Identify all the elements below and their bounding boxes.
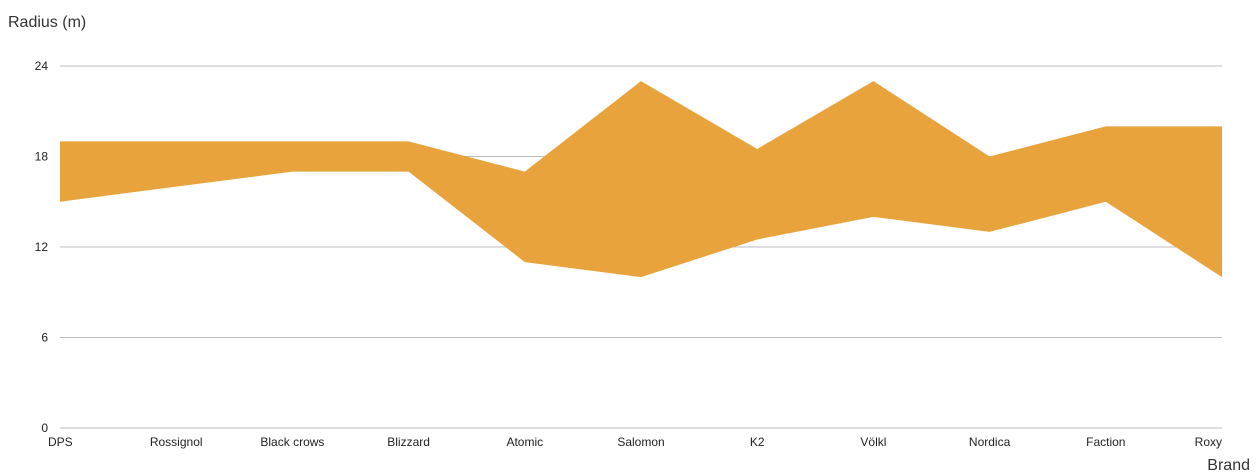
- y-tick-label: 24: [35, 59, 49, 73]
- x-tick-label: Faction: [1086, 435, 1125, 449]
- x-tick-label: Blizzard: [387, 435, 430, 449]
- x-axis-ticks: DPS Rossignol Black crows Blizzard Atomic Sal…: [48, 435, 1222, 449]
- y-tick-label: 0: [41, 421, 48, 435]
- y-tick-label: 18: [35, 150, 49, 164]
- range-area-series: [60, 81, 1222, 278]
- y-axis-title: Radius (m): [8, 14, 86, 31]
- x-tick-label: Roxy: [1195, 435, 1222, 449]
- x-tick-label: Black crows: [260, 435, 324, 449]
- x-tick-label: Atomic: [506, 435, 543, 449]
- x-tick-label: K2: [750, 435, 765, 449]
- x-tick-label: Rossignol: [150, 435, 203, 449]
- x-axis-title: Brand: [1207, 457, 1250, 474]
- x-tick-label: Salomon: [617, 435, 664, 449]
- x-tick-label: Völkl: [860, 435, 886, 449]
- y-tick-label: 6: [41, 331, 48, 345]
- range-area: [60, 81, 1222, 278]
- x-tick-label: DPS: [48, 435, 73, 449]
- y-tick-label: 12: [35, 240, 49, 254]
- x-tick-label: Nordica: [969, 435, 1011, 449]
- y-axis-ticks: 0 6 12 18 24: [35, 59, 49, 435]
